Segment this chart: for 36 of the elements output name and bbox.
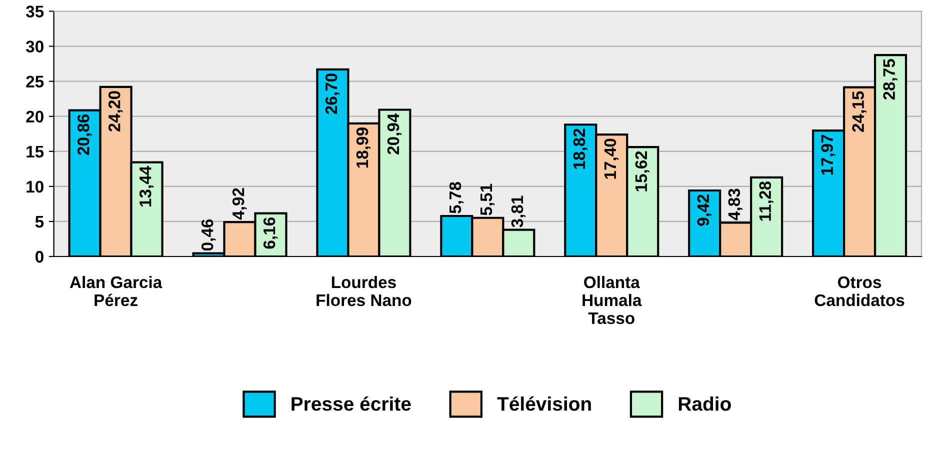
data-label: 4,92 <box>232 188 247 220</box>
y-tick-label: 15 <box>26 146 44 158</box>
x-tick-label: Ollanta Humala Tasso <box>582 276 642 324</box>
legend-label: Radio <box>678 396 731 411</box>
data-label: 9,42 <box>697 194 712 226</box>
x-tick-label: Lourdes Flores Nano <box>316 276 412 306</box>
data-label: 0,46 <box>201 219 216 251</box>
y-tick-label: 30 <box>26 40 44 53</box>
data-label: 20,94 <box>387 113 402 154</box>
data-label: 11,28 <box>759 181 774 221</box>
x-tick-label: Otros Candidatos <box>814 276 904 306</box>
data-label: 20,86 <box>77 114 92 155</box>
y-tick-label: 0 <box>35 250 44 263</box>
y-tick-label: 10 <box>26 180 44 193</box>
data-label: 18,82 <box>573 128 588 169</box>
legend-label: Presse écrite <box>292 396 411 411</box>
data-label: 24,20 <box>108 91 123 132</box>
x-tick-label: Alan Garcia Pérez <box>70 276 162 306</box>
data-label: 6,16 <box>263 217 278 249</box>
data-label: 5,51 <box>480 184 495 216</box>
data-label: 13,44 <box>139 166 154 206</box>
legend-label: Télévision <box>497 396 591 411</box>
data-label: 15,62 <box>635 151 650 192</box>
data-label: 5,78 <box>449 182 464 214</box>
y-tick-label: 25 <box>26 76 44 88</box>
data-label: 17,40 <box>604 138 619 179</box>
y-tick-label: 5 <box>35 216 44 228</box>
data-label: 4,83 <box>728 188 742 220</box>
data-label: 28,75 <box>883 59 898 100</box>
data-label: 18,99 <box>356 128 371 168</box>
y-tick-label: 20 <box>26 110 44 123</box>
y-tick-label: 35 <box>26 6 44 18</box>
data-label: 17,97 <box>821 134 836 175</box>
data-label: 26,70 <box>325 74 340 114</box>
data-label: 3,81 <box>511 196 526 228</box>
data-label: 24,15 <box>852 91 866 132</box>
